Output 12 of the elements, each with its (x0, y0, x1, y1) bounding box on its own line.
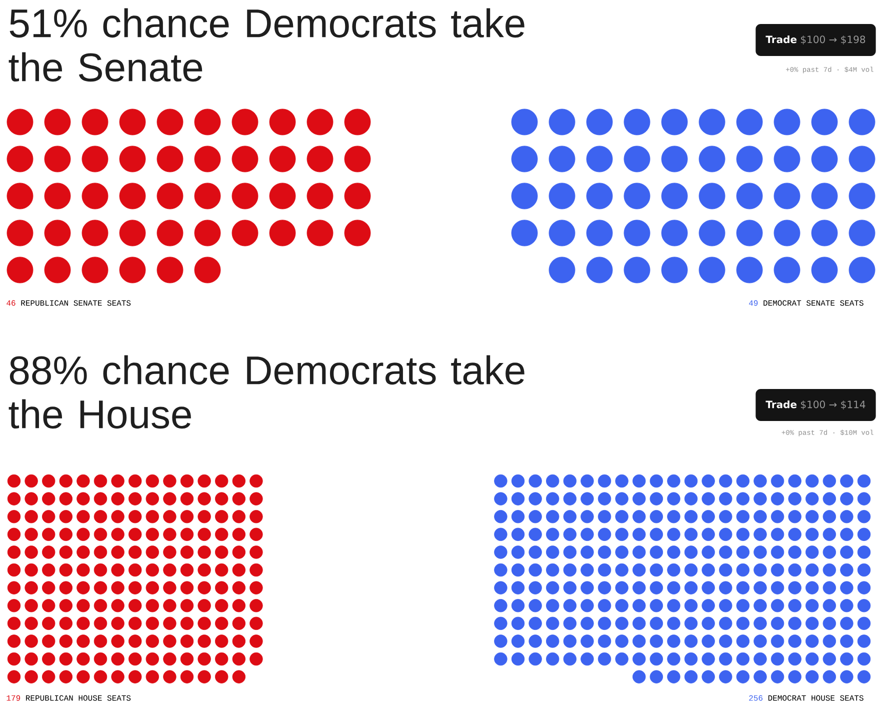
category-label: DEMOCRAT HOUSE SEATS (768, 695, 864, 701)
category-label: DEMOCRAT SENATE SEATS (764, 300, 864, 306)
data-label: 49 (749, 300, 758, 306)
text: Trade $100 → $198 (766, 35, 866, 45)
category-label: REPUBLICAN HOUSE SEATS (26, 695, 131, 701)
category-label: REPUBLICAN SENATE SEATS (21, 300, 131, 306)
data-label: 179 (6, 695, 20, 701)
text: 51% chance Democrats take the Senate (8, 8, 524, 82)
data-label: 256 (749, 695, 762, 701)
text: Trade $100 → $114 (766, 400, 866, 410)
data-label: 46 (6, 300, 16, 306)
text: 88% chance Democrats take the House (8, 355, 524, 429)
